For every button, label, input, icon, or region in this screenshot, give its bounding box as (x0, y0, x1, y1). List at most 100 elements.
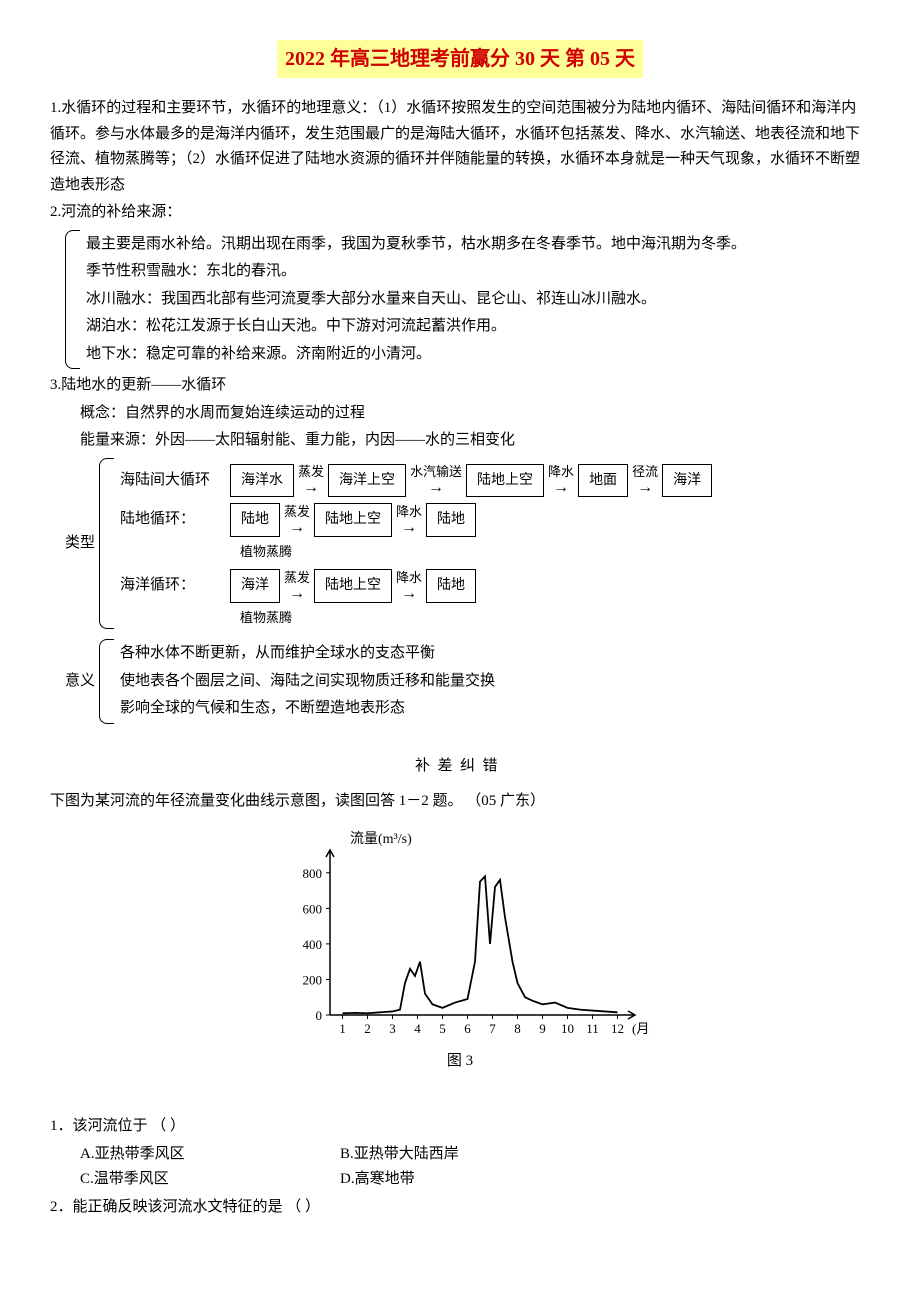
svg-text:12: 12 (611, 1021, 624, 1036)
sec2-line: 地下水：稳定可靠的补给来源。济南附近的小清河。 (86, 342, 870, 368)
arrow: 蒸发→ (284, 571, 310, 602)
arrow: 径流 → (632, 465, 658, 496)
flow-row-1: 陆地循环： 陆地 蒸发 → 陆地上空 降水 → 陆地 (120, 503, 870, 537)
flow2-label: 海洋循环： (120, 573, 230, 599)
section3-heading: 3.陆地水的更新——水循环 (50, 373, 870, 399)
svg-text:8: 8 (514, 1021, 521, 1036)
flow-box: 陆地 (426, 569, 476, 603)
sec2-head: 河流的补给来源： (61, 204, 181, 220)
sec2-line: 最主要是雨水补给。汛期出现在雨季，我国为夏秋季节，枯水期多在冬春季节。地中海汛期… (86, 232, 870, 258)
type-label-text: 类型 (65, 528, 95, 558)
svg-text:7: 7 (489, 1021, 496, 1036)
arrow: 蒸发 → (284, 505, 310, 536)
svg-text:6: 6 (464, 1021, 471, 1036)
arrow-label: 降水 (396, 505, 422, 518)
flow-box: 陆地上空 (314, 503, 392, 537)
arrow-label: 降水 (396, 571, 422, 584)
svg-text:(月): (月) (632, 1021, 650, 1036)
svg-text:10: 10 (561, 1021, 574, 1036)
sec3-head: 陆地水的更新——水循环 (61, 377, 226, 393)
q1-choices2: C.温带季风区 D.高寒地带 (50, 1167, 870, 1193)
meaning-line: 影响全球的气候和生态，不断塑造地表形态 (120, 696, 870, 722)
svg-text:5: 5 (439, 1021, 446, 1036)
arrow: 降水→ (548, 465, 574, 496)
arrow-icon: → (289, 586, 305, 602)
arrow: 降水 → (396, 571, 422, 602)
flow-box: 陆地上空 (314, 569, 392, 603)
svg-text:0: 0 (316, 1008, 323, 1023)
meaning-label-text: 意义 (65, 669, 95, 695)
q1-text: 1．该河流位于 （ ） (50, 1114, 870, 1140)
flow-box: 陆地上空 (466, 464, 544, 498)
meaning-label: 意义 (65, 639, 95, 724)
q1-a: A.亚热带季风区 (80, 1142, 340, 1168)
svg-text:9: 9 (539, 1021, 546, 1036)
arrow: 蒸发 → (298, 465, 324, 496)
quiz-intro: 下图为某河流的年径流量变化曲线示意图，读图回答 1－2 题。 （05 广东） (50, 789, 870, 815)
type-label: 类型 (65, 458, 95, 630)
section2-heading: 2.河流的补给来源： (50, 200, 870, 226)
sec1-num: 1. (50, 100, 61, 116)
svg-text:400: 400 (303, 936, 323, 951)
sec2-line: 季节性积雪融水：东北的春汛。 (86, 259, 870, 285)
page-title: 2022 年高三地理考前赢分 30 天 第 05 天 (277, 40, 643, 78)
meaning-group: 意义 各种水体不断更新，从而维护全球水的支态平衡 使地表各个圈层之间、海陆之间实… (65, 639, 870, 724)
svg-text:3: 3 (389, 1021, 396, 1036)
brace-icon (99, 639, 114, 724)
arrow-label: 水汽输送 (410, 465, 462, 478)
flow-box: 海洋水 (230, 464, 294, 498)
sec1-text: 水循环的过程和主要环节，水循环的地理意义：（1）水循环按照发生的空间范围被分为陆… (50, 100, 860, 193)
q1-choices: A.亚热带季风区 B.亚热带大陆西岸 (50, 1142, 870, 1168)
svg-text:200: 200 (303, 972, 323, 987)
svg-text:800: 800 (303, 865, 323, 880)
svg-text:4: 4 (414, 1021, 421, 1036)
arrow-icon: → (637, 480, 653, 496)
sec3-energy: 能量来源：外因——太阳辐射能、重力能，内因——水的三相变化 (50, 428, 870, 454)
section2-brace-group: 最主要是雨水补给。汛期出现在雨季，我国为夏秋季节，枯水期多在冬春季节。地中海汛期… (65, 230, 870, 370)
svg-text:600: 600 (303, 901, 323, 916)
flow-box: 陆地 (230, 503, 280, 537)
arrow-label: 蒸发 (298, 465, 324, 478)
svg-text:11: 11 (586, 1021, 599, 1036)
flow1-label: 陆地循环： (120, 507, 230, 533)
flow2-bottom: 植物蒸腾 (240, 607, 870, 629)
arrow-icon: → (401, 586, 417, 602)
quiz-heading: 补差纠错 (50, 754, 870, 780)
q1-d: D.高寒地带 (340, 1167, 600, 1193)
flows-container: 海陆间大循环 海洋水 蒸发→ 海洋上空 水汽输送→ 陆地上空 降水→ 地面 径流… (120, 458, 870, 630)
section2-lines: 最主要是雨水补给。汛期出现在雨季，我国为夏秋季节，枯水期多在冬春季节。地中海汛期… (86, 230, 870, 370)
q1-c: C.温带季风区 (80, 1167, 340, 1193)
meaning-lines: 各种水体不断更新，从而维护全球水的支态平衡 使地表各个圈层之间、海陆之间实现物质… (120, 639, 870, 724)
title-wrap: 2022 年高三地理考前赢分 30 天 第 05 天 (50, 40, 870, 78)
runoff-chart: 流量(m³/s)0200400600800123456789101112(月) (270, 825, 650, 1045)
flow-box: 陆地 (426, 503, 476, 537)
arrow-label: 蒸发 (284, 505, 310, 518)
arrow-label: 径流 (632, 465, 658, 478)
sec3-concept: 概念：自然界的水周而复始连续运动的过程 (50, 401, 870, 427)
flow1-bottom: 植物蒸腾 (240, 541, 870, 563)
arrow-icon: → (289, 520, 305, 536)
brace-icon (65, 230, 80, 370)
flow-row-2: 海洋循环： 海洋 蒸发→ 陆地上空 降水 → 陆地 (120, 569, 870, 603)
flow-box: 海洋 (230, 569, 280, 603)
meaning-line: 使地表各个圈层之间、海陆之间实现物质迁移和能量交换 (120, 669, 870, 695)
sec3-num: 3. (50, 377, 61, 393)
type-group: 类型 海陆间大循环 海洋水 蒸发→ 海洋上空 水汽输送→ 陆地上空 降水→ 地面… (65, 458, 870, 630)
arrow-icon: → (428, 480, 444, 496)
flow-box: 海洋 (662, 464, 712, 498)
meaning-line: 各种水体不断更新，从而维护全球水的支态平衡 (120, 641, 870, 667)
svg-text:1: 1 (339, 1021, 346, 1036)
arrow: 降水 → (396, 505, 422, 536)
q2-text: 2．能正确反映该河流水文特征的是 （ ） (50, 1195, 870, 1221)
arrow-icon: → (303, 480, 319, 496)
sec2-line: 冰川融水：我国西北部有些河流夏季大部分水量来自天山、昆仑山、祁连山冰川融水。 (86, 287, 870, 313)
arrow: 水汽输送 → (410, 465, 462, 496)
chart-caption: 图 3 (50, 1049, 870, 1075)
section1: 1.水循环的过程和主要环节，水循环的地理意义：（1）水循环按照发生的空间范围被分… (50, 96, 870, 198)
arrow-icon: → (401, 520, 417, 536)
flow0-label: 海陆间大循环 (120, 468, 230, 494)
q1-b: B.亚热带大陆西岸 (340, 1142, 600, 1168)
svg-text:2: 2 (364, 1021, 371, 1036)
sec2-num: 2. (50, 204, 61, 220)
chart-wrap: 流量(m³/s)0200400600800123456789101112(月) … (50, 825, 870, 1075)
